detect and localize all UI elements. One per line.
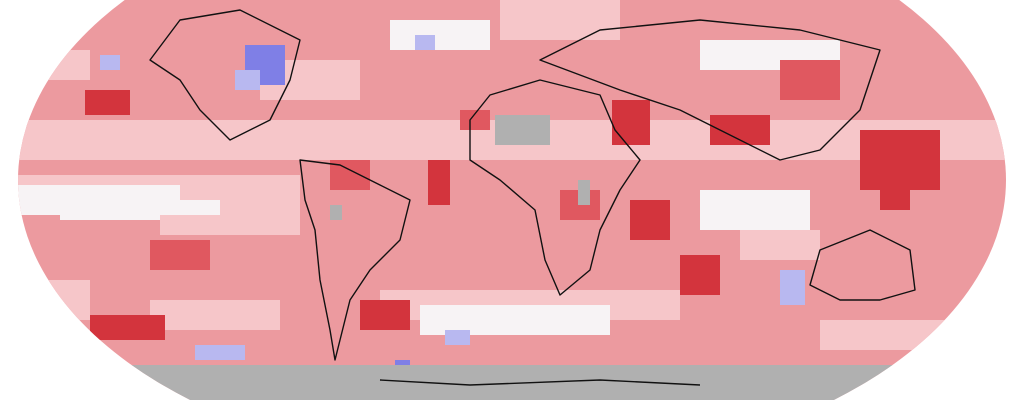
coastlines	[149, 9, 916, 386]
